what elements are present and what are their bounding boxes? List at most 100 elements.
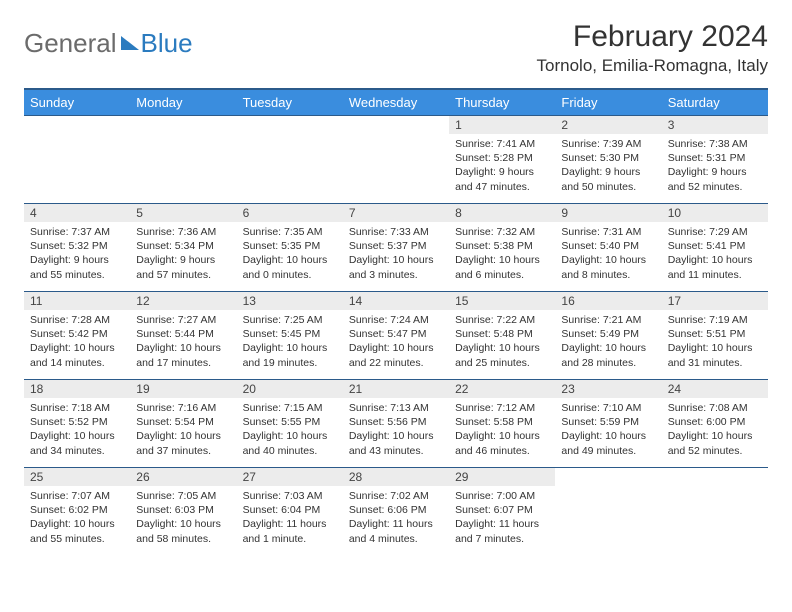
- calendar-day-cell: 2Sunrise: 7:39 AMSunset: 5:30 PMDaylight…: [555, 116, 661, 204]
- calendar-day-cell: 25Sunrise: 7:07 AMSunset: 6:02 PMDayligh…: [24, 468, 130, 556]
- day-number: 26: [130, 468, 236, 486]
- calendar-day-cell: [237, 116, 343, 204]
- day-number: 13: [237, 292, 343, 310]
- logo-triangle-icon: [121, 36, 139, 50]
- day-detail-line: Sunrise: 7:35 AM: [243, 225, 337, 239]
- day-details: Sunrise: 7:24 AMSunset: 5:47 PMDaylight:…: [343, 310, 449, 374]
- calendar-day-cell: 4Sunrise: 7:37 AMSunset: 5:32 PMDaylight…: [24, 204, 130, 292]
- day-detail-line: Daylight: 10 hours: [349, 429, 443, 443]
- day-detail-line: Sunrise: 7:15 AM: [243, 401, 337, 415]
- month-title: February 2024: [537, 20, 768, 54]
- calendar-day-cell: 15Sunrise: 7:22 AMSunset: 5:48 PMDayligh…: [449, 292, 555, 380]
- day-detail-line: and 11 minutes.: [668, 268, 762, 282]
- day-number: 21: [343, 380, 449, 398]
- day-details: Sunrise: 7:00 AMSunset: 6:07 PMDaylight:…: [449, 486, 555, 550]
- calendar-day-cell: [343, 116, 449, 204]
- calendar-day-cell: 26Sunrise: 7:05 AMSunset: 6:03 PMDayligh…: [130, 468, 236, 556]
- day-detail-line: and 6 minutes.: [455, 268, 549, 282]
- day-details: Sunrise: 7:12 AMSunset: 5:58 PMDaylight:…: [449, 398, 555, 462]
- day-detail-line: Daylight: 10 hours: [455, 429, 549, 443]
- day-details: Sunrise: 7:32 AMSunset: 5:38 PMDaylight:…: [449, 222, 555, 286]
- calendar-day-cell: 23Sunrise: 7:10 AMSunset: 5:59 PMDayligh…: [555, 380, 661, 468]
- day-detail-line: Sunrise: 7:29 AM: [668, 225, 762, 239]
- logo-text-blue: Blue: [141, 28, 193, 59]
- day-detail-line: Sunset: 6:02 PM: [30, 503, 124, 517]
- title-block: February 2024 Tornolo, Emilia-Romagna, I…: [537, 20, 768, 76]
- day-detail-line: Sunset: 5:38 PM: [455, 239, 549, 253]
- day-detail-line: and 4 minutes.: [349, 532, 443, 546]
- day-detail-line: Sunset: 5:52 PM: [30, 415, 124, 429]
- day-detail-line: and 55 minutes.: [30, 532, 124, 546]
- day-detail-line: and 31 minutes.: [668, 356, 762, 370]
- calendar-week-row: 1Sunrise: 7:41 AMSunset: 5:28 PMDaylight…: [24, 116, 768, 204]
- day-number: 10: [662, 204, 768, 222]
- day-detail-line: Daylight: 9 hours: [561, 165, 655, 179]
- day-detail-line: Sunrise: 7:24 AM: [349, 313, 443, 327]
- day-detail-line: Sunset: 5:44 PM: [136, 327, 230, 341]
- calendar-day-cell: 7Sunrise: 7:33 AMSunset: 5:37 PMDaylight…: [343, 204, 449, 292]
- day-detail-line: and 3 minutes.: [349, 268, 443, 282]
- day-detail-line: Sunset: 5:35 PM: [243, 239, 337, 253]
- day-details: Sunrise: 7:29 AMSunset: 5:41 PMDaylight:…: [662, 222, 768, 286]
- day-details: Sunrise: 7:35 AMSunset: 5:35 PMDaylight:…: [237, 222, 343, 286]
- day-number: 4: [24, 204, 130, 222]
- day-detail-line: Daylight: 10 hours: [561, 341, 655, 355]
- day-number: 19: [130, 380, 236, 398]
- day-detail-line: Sunrise: 7:28 AM: [30, 313, 124, 327]
- day-detail-line: and 47 minutes.: [455, 180, 549, 194]
- day-detail-line: Sunset: 5:56 PM: [349, 415, 443, 429]
- day-detail-line: and 37 minutes.: [136, 444, 230, 458]
- day-details: Sunrise: 7:27 AMSunset: 5:44 PMDaylight:…: [130, 310, 236, 374]
- calendar-day-cell: 11Sunrise: 7:28 AMSunset: 5:42 PMDayligh…: [24, 292, 130, 380]
- day-detail-line: Sunset: 5:45 PM: [243, 327, 337, 341]
- calendar-week-row: 4Sunrise: 7:37 AMSunset: 5:32 PMDaylight…: [24, 204, 768, 292]
- day-number: 11: [24, 292, 130, 310]
- day-number: 12: [130, 292, 236, 310]
- day-number: 29: [449, 468, 555, 486]
- calendar-day-cell: 29Sunrise: 7:00 AMSunset: 6:07 PMDayligh…: [449, 468, 555, 556]
- day-detail-line: Daylight: 10 hours: [136, 341, 230, 355]
- day-detail-line: Sunrise: 7:25 AM: [243, 313, 337, 327]
- day-detail-line: and 7 minutes.: [455, 532, 549, 546]
- day-detail-line: Sunset: 6:07 PM: [455, 503, 549, 517]
- day-detail-line: and 25 minutes.: [455, 356, 549, 370]
- day-detail-line: and 55 minutes.: [30, 268, 124, 282]
- day-details: Sunrise: 7:31 AMSunset: 5:40 PMDaylight:…: [555, 222, 661, 286]
- calendar-day-cell: 18Sunrise: 7:18 AMSunset: 5:52 PMDayligh…: [24, 380, 130, 468]
- day-detail-line: Daylight: 9 hours: [30, 253, 124, 267]
- calendar-day-cell: 21Sunrise: 7:13 AMSunset: 5:56 PMDayligh…: [343, 380, 449, 468]
- day-detail-line: Sunset: 5:34 PM: [136, 239, 230, 253]
- day-number: 8: [449, 204, 555, 222]
- calendar-day-cell: 28Sunrise: 7:02 AMSunset: 6:06 PMDayligh…: [343, 468, 449, 556]
- day-detail-line: Sunrise: 7:32 AM: [455, 225, 549, 239]
- day-detail-line: Sunset: 5:49 PM: [561, 327, 655, 341]
- day-detail-line: Daylight: 10 hours: [668, 429, 762, 443]
- day-details: Sunrise: 7:07 AMSunset: 6:02 PMDaylight:…: [24, 486, 130, 550]
- day-detail-line: Daylight: 9 hours: [455, 165, 549, 179]
- day-details: Sunrise: 7:33 AMSunset: 5:37 PMDaylight:…: [343, 222, 449, 286]
- day-detail-line: Sunset: 6:06 PM: [349, 503, 443, 517]
- day-detail-line: Daylight: 10 hours: [561, 253, 655, 267]
- day-detail-line: Sunrise: 7:31 AM: [561, 225, 655, 239]
- day-detail-line: Daylight: 10 hours: [243, 341, 337, 355]
- day-detail-line: Sunrise: 7:39 AM: [561, 137, 655, 151]
- day-detail-line: Sunrise: 7:08 AM: [668, 401, 762, 415]
- day-number: 16: [555, 292, 661, 310]
- day-detail-line: and 22 minutes.: [349, 356, 443, 370]
- day-details: Sunrise: 7:37 AMSunset: 5:32 PMDaylight:…: [24, 222, 130, 286]
- day-detail-line: Daylight: 11 hours: [349, 517, 443, 531]
- calendar-day-cell: 9Sunrise: 7:31 AMSunset: 5:40 PMDaylight…: [555, 204, 661, 292]
- day-detail-line: Sunset: 5:28 PM: [455, 151, 549, 165]
- day-details: Sunrise: 7:19 AMSunset: 5:51 PMDaylight:…: [662, 310, 768, 374]
- day-detail-line: Daylight: 10 hours: [30, 517, 124, 531]
- page-header: General Blue February 2024 Tornolo, Emil…: [24, 20, 768, 76]
- day-details: Sunrise: 7:22 AMSunset: 5:48 PMDaylight:…: [449, 310, 555, 374]
- day-detail-line: Sunset: 5:30 PM: [561, 151, 655, 165]
- day-detail-line: Daylight: 10 hours: [455, 253, 549, 267]
- day-detail-line: Daylight: 10 hours: [668, 341, 762, 355]
- calendar-table: Sunday Monday Tuesday Wednesday Thursday…: [24, 88, 768, 556]
- day-number: 17: [662, 292, 768, 310]
- day-detail-line: Sunrise: 7:21 AM: [561, 313, 655, 327]
- day-details: Sunrise: 7:25 AMSunset: 5:45 PMDaylight:…: [237, 310, 343, 374]
- day-number: 22: [449, 380, 555, 398]
